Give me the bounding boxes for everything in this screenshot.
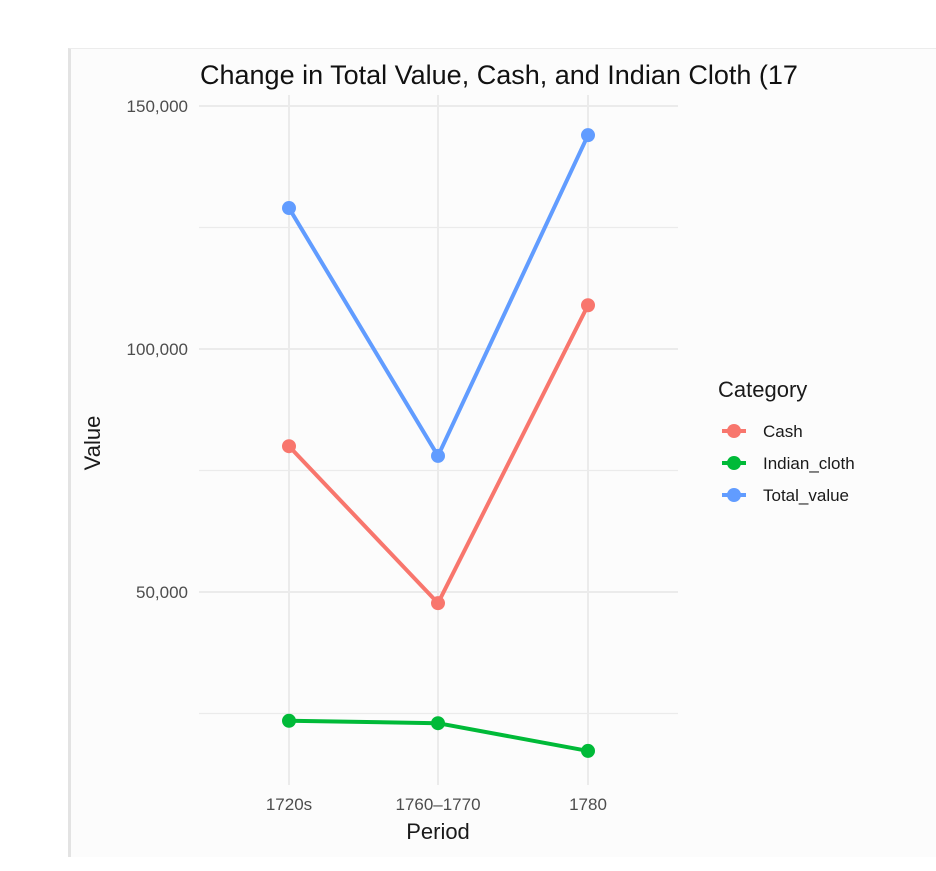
data-point[interactable] bbox=[431, 716, 445, 731]
data-lines bbox=[282, 128, 595, 758]
y-tick-label: 50,000 bbox=[136, 583, 188, 602]
series-indian-cloth bbox=[282, 713, 595, 758]
gridlines bbox=[199, 95, 678, 785]
legend-label: Total_value bbox=[763, 486, 849, 505]
legend-item-indian-cloth[interactable]: Indian_cloth bbox=[722, 454, 855, 473]
legend-dot-icon bbox=[727, 456, 741, 470]
legend-item-total-value[interactable]: Total_value bbox=[722, 486, 849, 505]
legend-item-cash[interactable]: Cash bbox=[722, 422, 803, 441]
x-tick-label: 1780 bbox=[569, 795, 607, 814]
y-axis-ticks: 50,000 100,000 150,000 bbox=[127, 97, 188, 602]
y-tick-label: 150,000 bbox=[127, 97, 188, 116]
x-axis-ticks: 1720s 1760–1770 1780 bbox=[266, 795, 607, 814]
y-tick-label: 100,000 bbox=[127, 340, 188, 359]
data-point[interactable] bbox=[581, 128, 595, 143]
data-point[interactable] bbox=[282, 713, 296, 728]
legend-dot-icon bbox=[727, 424, 741, 438]
data-point[interactable] bbox=[581, 743, 595, 758]
legend-label: Cash bbox=[763, 422, 803, 441]
x-tick-label: 1720s bbox=[266, 795, 312, 814]
legend-dot-icon bbox=[727, 488, 741, 502]
legend: Category Cash Indian_cloth Total_value bbox=[718, 377, 855, 505]
chart-panel bbox=[68, 48, 936, 857]
data-point[interactable] bbox=[581, 298, 595, 313]
legend-title: Category bbox=[718, 377, 807, 402]
data-point[interactable] bbox=[282, 201, 296, 216]
y-axis-title: Value bbox=[80, 416, 105, 471]
data-point[interactable] bbox=[431, 596, 445, 611]
x-axis-title: Period bbox=[406, 819, 470, 844]
legend-label: Indian_cloth bbox=[763, 454, 855, 473]
x-tick-label: 1760–1770 bbox=[395, 795, 480, 814]
data-point[interactable] bbox=[282, 439, 296, 454]
chart-title: Change in Total Value, Cash, and Indian … bbox=[200, 60, 798, 90]
series-total-value bbox=[282, 128, 595, 463]
data-point[interactable] bbox=[431, 448, 445, 463]
series-cash bbox=[282, 298, 595, 611]
